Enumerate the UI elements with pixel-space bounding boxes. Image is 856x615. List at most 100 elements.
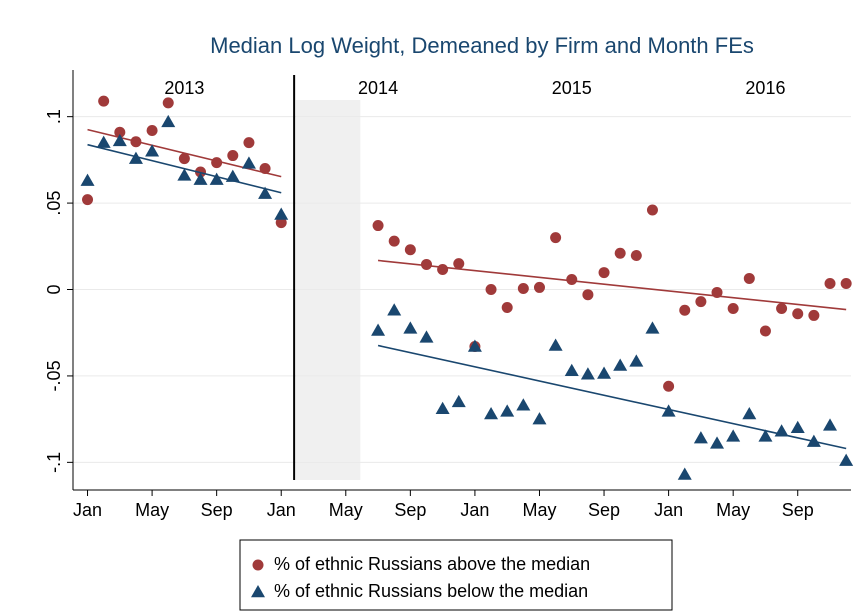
triangle-marker (500, 404, 515, 417)
triangle-marker (387, 303, 402, 316)
circle-marker (243, 137, 255, 149)
x-tick-label: Sep (782, 500, 814, 520)
triangle-marker (161, 114, 176, 128)
triangle-marker (258, 186, 273, 199)
y-tick-label: .05 (44, 191, 64, 216)
circle-marker (82, 194, 94, 206)
triangle-marker (516, 398, 531, 411)
circle-marker (453, 258, 465, 270)
x-tick-label: Jan (73, 500, 102, 520)
triangle-marker (823, 418, 838, 431)
triangle-marker (419, 330, 434, 343)
annotation: 2013 (164, 78, 204, 98)
y-tick-label: -.1 (44, 452, 64, 473)
triangle-marker (629, 354, 644, 367)
circle-marker (776, 303, 788, 315)
circle-marker (227, 150, 239, 162)
triangle-marker (548, 338, 563, 351)
legend-label: % of ethnic Russians below the median (274, 581, 588, 601)
legend-marker (252, 559, 264, 571)
annotation: 2016 (745, 78, 785, 98)
triangle-marker (710, 436, 725, 449)
legend-label: % of ethnic Russians above the median (274, 554, 590, 574)
triangle-marker (241, 156, 256, 169)
triangle-marker (112, 133, 127, 147)
circle-marker (275, 217, 287, 229)
triangle-marker (613, 358, 628, 371)
triangle-marker (451, 394, 466, 408)
circle-marker (146, 124, 158, 136)
circle-marker (566, 273, 578, 285)
chart-title: Median Log Weight, Demeaned by Firm and … (210, 33, 754, 58)
circle-marker (259, 163, 271, 175)
annotation: 2014 (358, 78, 398, 98)
triangle-marker (532, 412, 547, 425)
triangle-marker (435, 401, 450, 415)
circle-marker (695, 296, 707, 308)
x-tick-label: Sep (201, 500, 233, 520)
circle-marker (178, 153, 190, 165)
triangle-marker (726, 429, 741, 442)
circle-marker (711, 286, 723, 298)
circle-marker (550, 232, 562, 244)
x-tick-label: Sep (588, 500, 620, 520)
triangle-marker (758, 429, 773, 442)
triangle-marker (484, 406, 499, 420)
triangle-marker (145, 144, 160, 157)
x-tick-label: Jan (460, 500, 489, 520)
triangle-marker (597, 366, 612, 379)
x-tick-label: May (135, 500, 169, 520)
circle-marker (162, 97, 174, 109)
y-tick-label: .1 (44, 109, 64, 124)
triangle-marker (661, 404, 676, 417)
triangle-marker (193, 172, 208, 185)
circle-marker (517, 282, 529, 294)
circle-marker (808, 309, 820, 321)
circle-marker (211, 157, 223, 169)
circle-marker (679, 304, 691, 316)
triangle-marker (128, 151, 143, 164)
circle-marker (663, 380, 675, 392)
triangle-marker (580, 367, 595, 380)
x-tick-label: Jan (654, 500, 683, 520)
circle-marker (630, 249, 642, 261)
triangle-marker (225, 169, 240, 182)
circle-marker (646, 204, 658, 216)
x-tick-label: Jan (267, 500, 296, 520)
y-tick-label: 0 (44, 284, 64, 294)
circle-marker (824, 277, 836, 289)
triangle-marker (209, 172, 224, 185)
circle-marker (501, 301, 513, 313)
triangle-marker (403, 321, 418, 334)
x-tick-label: May (522, 500, 556, 520)
circle-marker (130, 136, 142, 148)
circle-marker (114, 126, 126, 138)
x-tick-label: Sep (394, 500, 426, 520)
triangle-marker (774, 424, 789, 437)
triangle-marker (274, 207, 289, 220)
triangle-marker (80, 173, 95, 186)
triangle-marker (693, 431, 708, 444)
circle-marker (614, 247, 626, 259)
triangle-marker (96, 135, 111, 148)
legend-box (239, 539, 673, 611)
circle-marker (388, 235, 400, 247)
x-tick-label: May (716, 500, 750, 520)
circle-marker (840, 277, 852, 289)
legend-marker (251, 585, 265, 598)
circle-marker (792, 308, 804, 320)
x-tick-label: May (329, 500, 363, 520)
circle-marker (372, 220, 384, 232)
triangle-marker (371, 323, 386, 336)
triangle-marker (742, 406, 757, 420)
circle-marker (437, 263, 449, 275)
circle-marker (759, 325, 771, 337)
circle-marker (420, 258, 432, 270)
circle-marker (98, 95, 110, 107)
circle-marker (743, 272, 755, 284)
circle-marker (598, 267, 610, 279)
circle-marker (485, 284, 497, 296)
fit-line (377, 259, 847, 311)
